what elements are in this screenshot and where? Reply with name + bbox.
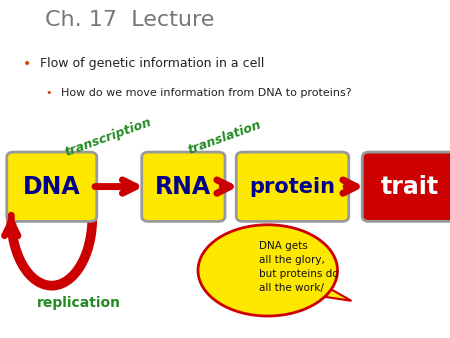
Text: protein: protein	[249, 177, 336, 197]
Ellipse shape	[198, 225, 338, 316]
Text: •: •	[45, 88, 51, 98]
Text: transcription: transcription	[63, 116, 153, 159]
Text: Ch. 17  Lecture: Ch. 17 Lecture	[45, 10, 214, 30]
Text: DNA: DNA	[23, 175, 81, 199]
Text: How do we move information from DNA to proteins?: How do we move information from DNA to p…	[61, 88, 351, 98]
Text: replication: replication	[37, 295, 121, 310]
FancyBboxPatch shape	[7, 152, 97, 221]
Text: DNA gets
all the glory,
but proteins do
all the work/: DNA gets all the glory, but proteins do …	[259, 241, 338, 293]
Text: Flow of genetic information in a cell: Flow of genetic information in a cell	[40, 57, 265, 70]
Text: translation: translation	[186, 118, 264, 157]
FancyBboxPatch shape	[236, 152, 349, 221]
Text: •: •	[22, 57, 31, 71]
Polygon shape	[306, 277, 351, 301]
FancyBboxPatch shape	[142, 152, 225, 221]
Text: RNA: RNA	[155, 175, 212, 199]
FancyBboxPatch shape	[362, 152, 450, 221]
Text: trait: trait	[380, 175, 439, 199]
